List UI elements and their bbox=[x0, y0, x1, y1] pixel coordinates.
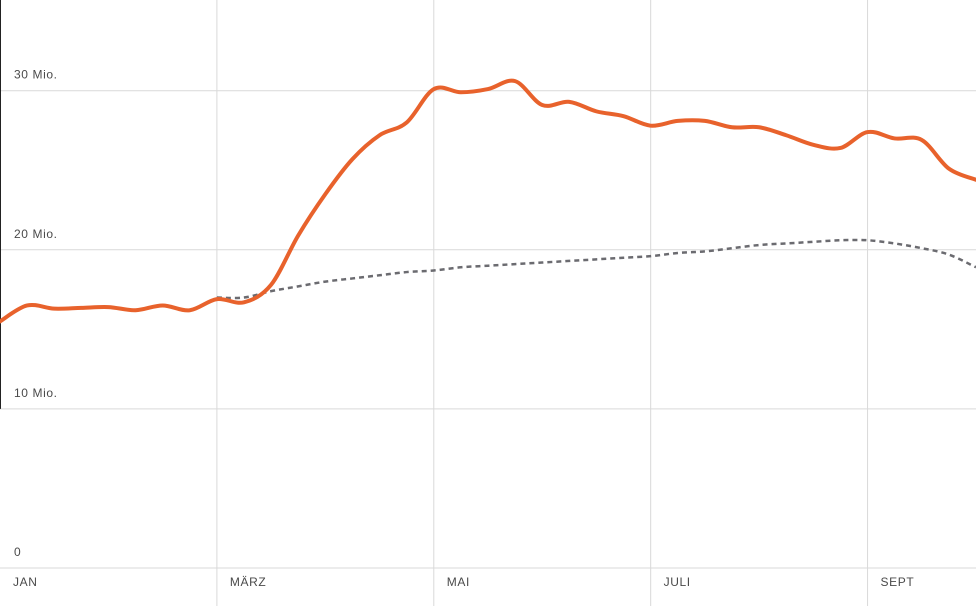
x-tick-label: MAI bbox=[447, 575, 470, 589]
x-tick-label: JULI bbox=[664, 575, 691, 589]
y-tick-label: 10 Mio. bbox=[14, 386, 58, 400]
x-tick-label: MÄRZ bbox=[230, 575, 266, 589]
x-tick-label: SEPT bbox=[881, 575, 915, 589]
y-tick-label: 20 Mio. bbox=[14, 227, 58, 241]
y-tick-label: 0 bbox=[14, 545, 21, 559]
x-tick-label: JAN bbox=[13, 575, 37, 589]
y-tick-label: 30 Mio. bbox=[14, 68, 58, 82]
series-line bbox=[216, 238, 976, 300]
series-line bbox=[0, 78, 976, 324]
